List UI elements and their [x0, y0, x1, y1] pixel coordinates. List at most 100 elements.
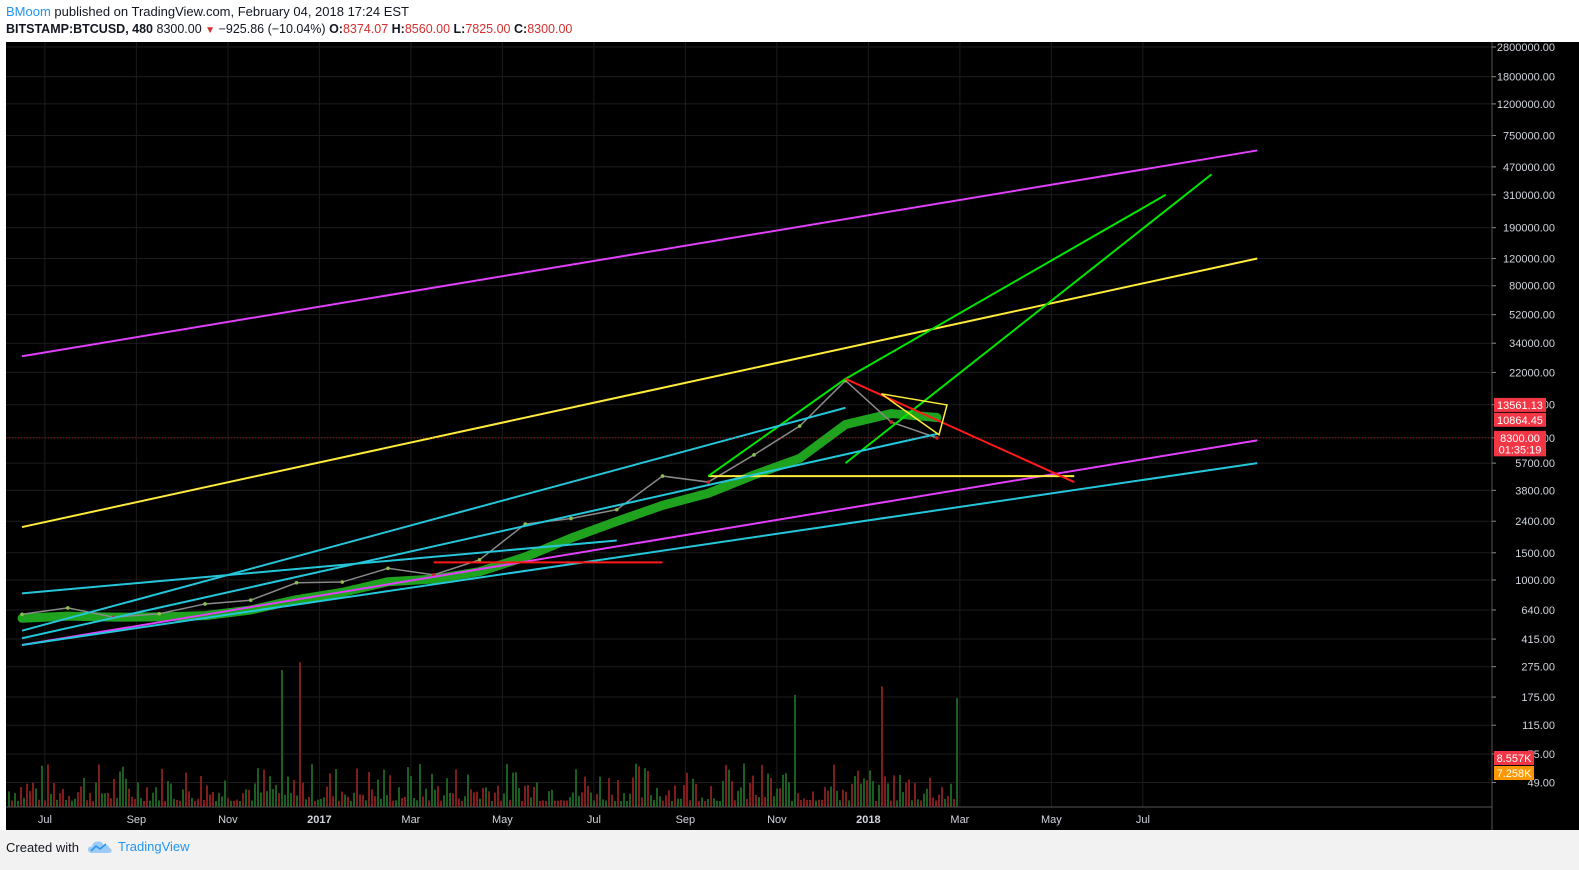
cyan-trendline[interactable]: [21, 462, 1258, 646]
volume-bar: [365, 800, 367, 807]
x-tick-label: Jul: [1136, 814, 1150, 826]
volume-bar: [230, 800, 232, 807]
volume-bar: [917, 799, 919, 807]
volume-bar: [833, 764, 835, 807]
volume-bar: [899, 774, 901, 807]
volume-bar: [188, 791, 190, 807]
price-point: [706, 480, 711, 484]
volume-bar: [56, 799, 58, 807]
volume-bar: [656, 787, 658, 807]
volume-bar: [41, 765, 43, 807]
volume-bar: [944, 798, 946, 807]
volume-bar: [575, 769, 577, 807]
volume-bar: [38, 799, 40, 807]
volume-bar: [125, 778, 127, 807]
volume-bar: [320, 798, 322, 807]
author-link[interactable]: BMoom: [6, 4, 51, 19]
volume-bar: [956, 698, 958, 807]
green-trendline[interactable]: [844, 173, 1213, 464]
volume-bar: [242, 793, 244, 807]
volume-bar: [824, 787, 826, 807]
volume-bar: [89, 792, 91, 807]
green-trendline[interactable]: [845, 193, 1167, 380]
volume-bar: [911, 800, 913, 807]
volume-bar: [8, 791, 10, 807]
price-chart-svg[interactable]: 2800000.00 1800000.00 1200000.00 750000.00 4…: [0, 42, 1579, 830]
cyan-trendline[interactable]: [21, 539, 617, 595]
volume-bar: [14, 793, 16, 807]
volume-bar: [485, 787, 487, 807]
volume-bar: [761, 764, 763, 807]
volume-bar: [332, 796, 334, 807]
x-tick-label: Sep: [127, 814, 147, 826]
y-tick-label: 1500.00: [1515, 548, 1555, 560]
volume-bar: [92, 800, 94, 807]
volume-bar: [677, 798, 679, 807]
volume-label-badge: [1494, 766, 1534, 780]
chart-area[interactable]: 2800000.00 1800000.00 1200000.00 750000.00 4…: [0, 42, 1579, 830]
x-tick-label: Jul: [587, 814, 601, 826]
volume-bar: [674, 785, 676, 807]
volume-bar: [560, 800, 562, 807]
volume-bar: [644, 768, 646, 807]
tradingview-link[interactable]: TradingView: [88, 839, 190, 854]
y-tick-label: 3800.00: [1515, 485, 1555, 497]
cyan-trendline[interactable]: [21, 406, 846, 632]
volume-bar: [317, 799, 319, 807]
volume-bar: [740, 787, 742, 807]
volume-bar: [839, 800, 841, 807]
volume-bar: [308, 797, 310, 807]
price-point: [935, 436, 939, 440]
volume-bar: [536, 782, 538, 807]
chart-header: BMoom published on TradingView.com, Febr…: [0, 0, 1579, 42]
volume-bar: [296, 795, 298, 807]
volume-bar: [632, 777, 634, 807]
magenta-trendline[interactable]: [21, 439, 1258, 646]
time-axis[interactable]: [6, 807, 1492, 830]
tradingview-cloud-icon: [88, 840, 112, 853]
volume-bar: [647, 770, 649, 807]
volume-bar: [359, 794, 361, 807]
y-tick-label: 470000.00: [1503, 162, 1555, 174]
yellow-trendline[interactable]: [21, 257, 1258, 529]
volume-bar: [488, 791, 490, 807]
green-trendline[interactable]: [707, 378, 847, 477]
volume-bar: [176, 799, 178, 807]
yellow-triangle-pattern[interactable]: [880, 393, 948, 436]
volume-bar: [122, 766, 124, 807]
volume-bar: [419, 764, 421, 807]
volume-bar: [503, 793, 505, 807]
volume-bar: [218, 792, 220, 807]
publish-text: published on TradingView.com, February 0…: [50, 4, 410, 19]
volume-bar: [377, 779, 379, 807]
x-tick-label: Sep: [676, 814, 696, 826]
symbol-name[interactable]: BITSTAMP:BTCUSD, 480: [6, 22, 154, 36]
volume-bar: [851, 783, 853, 807]
price-point: [294, 580, 299, 585]
volume-bar: [239, 800, 241, 807]
volume-bar: [311, 764, 313, 807]
y-tick-label: 22000.00: [1509, 367, 1555, 379]
volume-bar: [794, 694, 796, 807]
price-label: 10864.45: [1497, 415, 1543, 427]
volume-bar: [179, 800, 181, 807]
volume-bar: [407, 767, 409, 807]
price-point: [752, 453, 756, 457]
volume-bar: [668, 790, 670, 807]
y-tick-label: 2800000.00: [1497, 42, 1555, 54]
volume-bar: [566, 800, 568, 807]
volume-bar: [920, 800, 922, 807]
volume-bar: [422, 796, 424, 807]
volume-bar: [713, 798, 715, 807]
volume-bar: [749, 782, 751, 807]
magenta-trendline[interactable]: [21, 149, 1258, 358]
volume-bar: [947, 795, 949, 807]
price-point: [20, 612, 24, 617]
x-tick-label: May: [492, 814, 513, 826]
volume-bar: [590, 792, 592, 807]
volume-bar: [470, 789, 472, 807]
cyan-trendline[interactable]: [21, 432, 938, 640]
volume-bar: [521, 800, 523, 807]
volume-bar: [350, 800, 352, 807]
price-point: [203, 602, 207, 606]
